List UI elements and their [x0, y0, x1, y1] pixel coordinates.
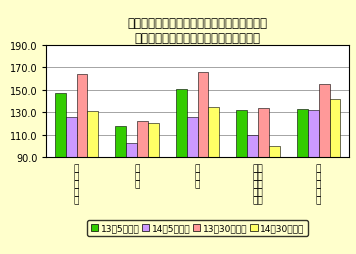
Bar	[88, 112, 98, 254]
Bar	[66, 117, 77, 254]
Bar	[148, 124, 159, 254]
Bar	[77, 75, 88, 254]
Bar	[297, 109, 308, 254]
Bar	[137, 122, 148, 254]
Bar	[258, 108, 269, 254]
Bar	[198, 73, 209, 254]
Bar	[308, 110, 319, 254]
Bar	[115, 126, 126, 254]
Bar	[126, 143, 137, 254]
Bar	[236, 110, 247, 254]
Bar	[55, 94, 66, 254]
Bar	[176, 89, 187, 254]
Bar	[209, 107, 219, 254]
Legend: 13年5人以上, 14年5人以上, 13年30人以上, 14年30人以上: 13年5人以上, 14年5人以上, 13年30人以上, 14年30人以上	[87, 220, 308, 236]
Title: 図２　産業別きまって支給する現金給与額の
事業所規模間格差（１～４人＝１００）: 図２ 産業別きまって支給する現金給与額の 事業所規模間格差（１～４人＝１００）	[127, 17, 268, 44]
Bar	[247, 135, 258, 254]
Bar	[330, 99, 340, 254]
Bar	[269, 146, 280, 254]
Bar	[319, 85, 330, 254]
Bar	[187, 117, 198, 254]
